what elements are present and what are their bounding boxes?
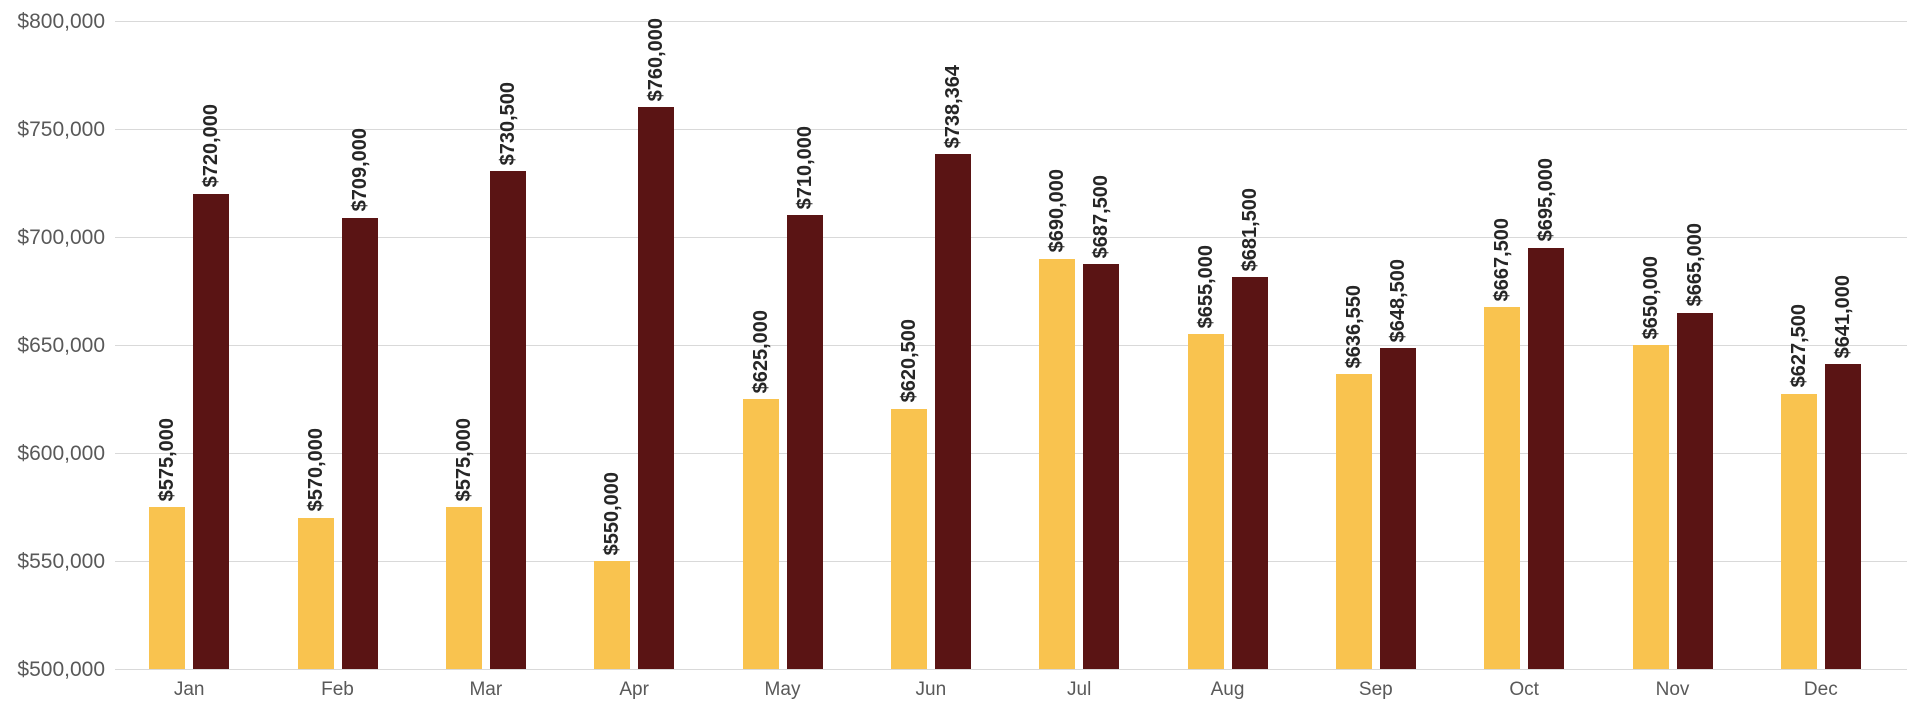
bar-value-label-series-1-feb: $570,000 (304, 428, 327, 512)
gridline (115, 345, 1907, 346)
bar-series-1-mar (445, 507, 482, 669)
y-axis-tick-label: $800,000 (17, 10, 105, 33)
y-axis-tick-label: $650,000 (17, 334, 105, 357)
x-axis-category-label-feb: Feb (321, 679, 354, 700)
bar-series-2-apr (638, 107, 675, 669)
bar-series-2-aug (1231, 276, 1268, 669)
bar-value-label-series-2-apr: $760,000 (645, 17, 668, 102)
x-axis-category-label-sep: Sep (1358, 679, 1393, 700)
bar-series-1-jul (1039, 258, 1076, 669)
bar-value-label-series-2-aug: $681,500 (1238, 187, 1261, 271)
y-axis-tick-label: $750,000 (17, 118, 105, 141)
bar-series-2-jul (1083, 264, 1120, 669)
bar-value-label-series-1-apr: $550,000 (601, 471, 624, 555)
gridline (115, 453, 1907, 454)
gridline (115, 129, 1907, 130)
bar-series-1-aug (1187, 334, 1224, 669)
bar-value-label-series-1-sep: $636,550 (1342, 284, 1365, 369)
bar-value-label-series-1-nov: $650,000 (1639, 255, 1662, 339)
bar-series-2-jan (193, 193, 230, 669)
y-axis-tick-label: $600,000 (17, 442, 105, 465)
bar-value-label-series-2-jun: $738,364 (941, 64, 964, 149)
x-axis-category-label-may: May (764, 679, 801, 700)
bar-series-1-may (742, 399, 779, 669)
x-axis-category-label-mar: Mar (469, 679, 503, 700)
bar-value-label-series-2-jul: $687,500 (1090, 174, 1113, 258)
bar-series-1-dec (1780, 393, 1817, 669)
bar-value-label-series-2-nov: $665,000 (1683, 223, 1706, 307)
bar-value-label-series-1-jun: $620,500 (897, 319, 920, 403)
bar-series-1-nov (1632, 345, 1669, 669)
y-axis-tick-label: $700,000 (17, 226, 105, 249)
bar-series-1-oct (1484, 307, 1521, 669)
bar-series-2-oct (1528, 247, 1565, 669)
x-axis-category-label-oct: Oct (1509, 679, 1539, 700)
bar-series-2-mar (489, 171, 526, 669)
bar-series-2-nov (1676, 312, 1713, 669)
gridline (115, 237, 1907, 238)
bar-value-label-series-2-jan: $720,000 (200, 104, 223, 188)
bar-series-2-dec (1824, 364, 1861, 669)
bar-value-label-series-1-oct: $667,500 (1491, 217, 1514, 302)
x-axis-category-label-aug: Aug (1210, 679, 1245, 700)
bar-value-label-series-2-may: $710,000 (793, 125, 816, 210)
bar-value-label-series-2-feb: $709,000 (348, 128, 371, 212)
bar-value-label-series-1-dec: $627,500 (1787, 304, 1810, 388)
y-axis-tick-label: $550,000 (17, 550, 105, 573)
bar-series-2-may (786, 215, 823, 669)
bar-value-label-series-2-mar: $730,500 (496, 81, 519, 166)
gridline (115, 21, 1907, 22)
bar-series-2-sep (1379, 348, 1416, 669)
bar-value-label-series-1-jan: $575,000 (156, 417, 179, 501)
bar-series-1-jun (890, 408, 927, 669)
x-axis-category-label-apr: Apr (619, 679, 649, 700)
bar-series-1-jan (149, 507, 186, 669)
bar-series-2-feb (341, 217, 378, 669)
bar-value-label-series-1-jul: $690,000 (1046, 169, 1069, 253)
bar-series-2-jun (934, 154, 971, 669)
x-axis-category-label-jun: Jun (915, 679, 947, 700)
bar-value-label-series-2-dec: $641,000 (1831, 275, 1854, 359)
x-axis-category-label-jul: Jul (1067, 679, 1092, 700)
y-axis-tick-label: $500,000 (17, 658, 105, 681)
bar-series-1-feb (297, 517, 334, 669)
x-axis-category-label-jan: Jan (173, 679, 205, 700)
bar-value-label-series-1-may: $625,000 (749, 309, 772, 393)
bar-series-1-apr (594, 561, 631, 669)
bar-value-label-series-2-oct: $695,000 (1535, 158, 1558, 242)
bar-series-1-sep (1335, 374, 1372, 669)
x-axis-category-label-dec: Dec (1803, 679, 1838, 700)
bar-value-label-series-1-mar: $575,000 (452, 417, 475, 501)
bar-value-label-series-2-sep: $648,500 (1386, 258, 1409, 343)
x-axis-category-label-nov: Nov (1655, 679, 1690, 700)
gridline (115, 561, 1907, 562)
bar-value-label-series-1-aug: $655,000 (1194, 244, 1217, 329)
gridline (115, 669, 1907, 670)
